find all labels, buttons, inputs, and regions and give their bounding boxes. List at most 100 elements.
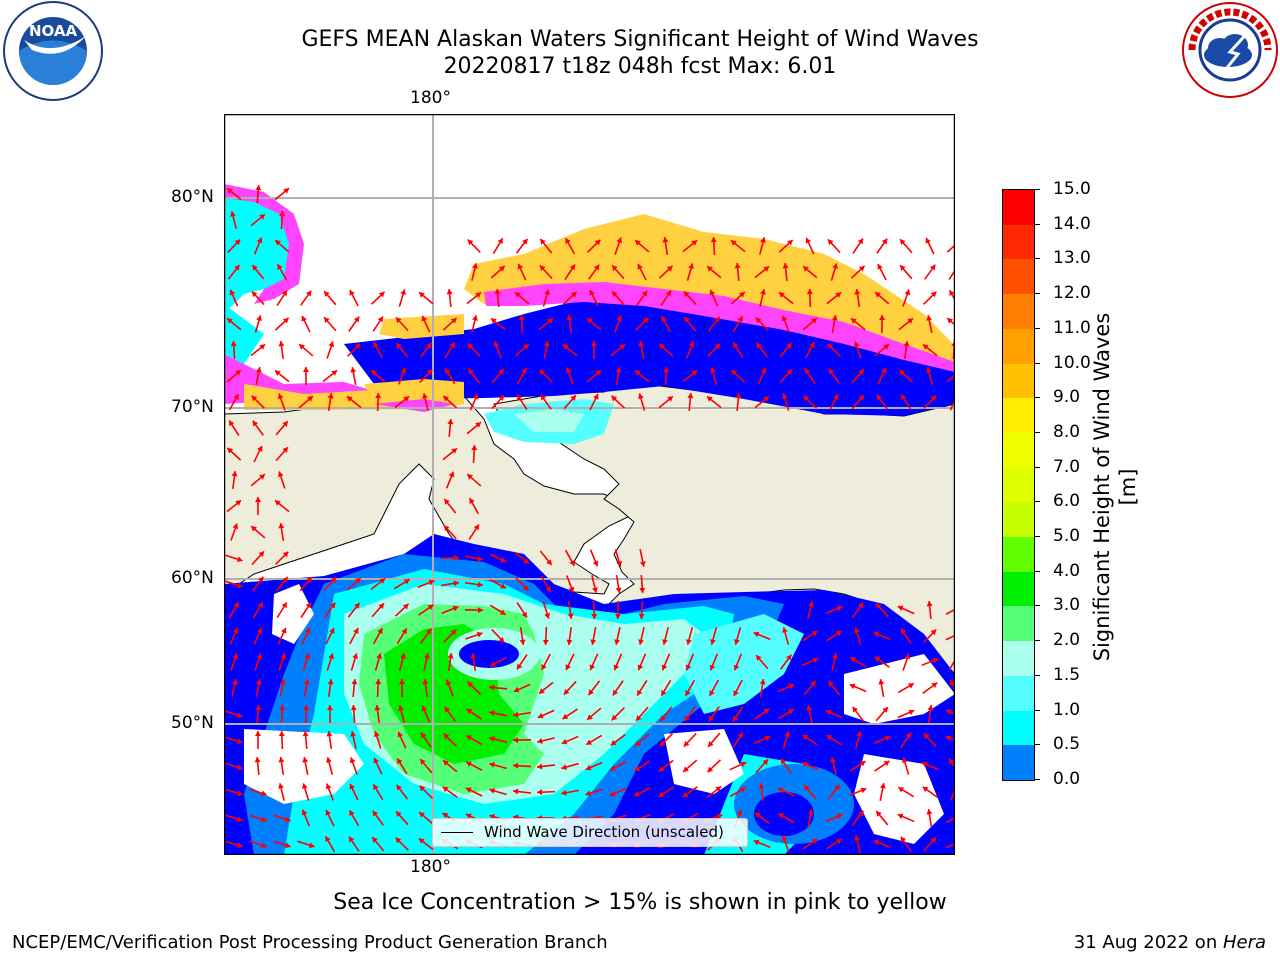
wave-direction-arrowhead (836, 605, 843, 612)
wave-direction-arrowhead (882, 707, 888, 713)
wave-direction-arrowhead (634, 791, 640, 797)
colorbar-tick-mark (1034, 709, 1040, 711)
wave-direction-arrowhead (806, 705, 813, 711)
wave-direction-arrowhead (756, 342, 762, 349)
wave-direction-arrowhead (638, 341, 645, 347)
wave-direction-arrowhead (883, 344, 889, 350)
wave-direction-arrowhead (476, 631, 483, 638)
colorbar-tick-label: 5.0 (1053, 526, 1081, 547)
wave-direction-arrowhead (446, 289, 453, 295)
wave-direction-arrowhead (710, 367, 716, 373)
wave-direction-arrowhead (466, 735, 473, 741)
wave-direction-arrowhead (787, 709, 794, 715)
wave-direction-arrowhead (859, 761, 866, 767)
colorbar-segment (1003, 675, 1034, 712)
wave-direction-arrowhead (860, 787, 867, 794)
wave-direction-arrowhead (565, 367, 572, 374)
wave-direction-arrowhead (562, 713, 569, 719)
wave-direction-arrowhead (398, 705, 404, 711)
wave-direction-arrowhead (828, 680, 834, 687)
wave-direction-arrowhead (733, 342, 739, 349)
wave-direction-arrowhead (236, 556, 243, 563)
wave-direction-arrowhead (785, 654, 792, 661)
wave-direction-arrowhead (876, 394, 883, 401)
wave-direction-arrowhead (421, 705, 428, 712)
wave-direction-arrowhead (521, 611, 527, 618)
wave-direction-arrowhead (475, 422, 481, 428)
wave-direction-arrowhead (517, 394, 523, 401)
wave-direction-arrowhead (379, 578, 386, 584)
wave-direction-arrowhead (540, 394, 547, 401)
wave-direction-arrowhead (561, 789, 567, 796)
wave-direction-arrowhead (806, 289, 813, 295)
wave-direction-arrowhead (443, 395, 450, 402)
lon-label-bottom: 180° (410, 857, 451, 877)
legend-line-swatch (441, 832, 473, 833)
wave-direction-arrowhead (615, 367, 622, 373)
wave-direction-arrowhead (256, 315, 262, 321)
wave-direction-arrowhead (825, 709, 832, 716)
wave-direction-arrowhead (637, 263, 643, 270)
wave-direction-arrowhead (754, 812, 761, 819)
plot-title: GEFS MEAN Alaskan Waters Significant Hei… (301, 27, 979, 52)
wave-direction-arrowhead (587, 714, 593, 720)
wave-direction-arrowhead (756, 655, 762, 661)
wave-direction-arrowhead (277, 264, 283, 270)
colorbar-tick-label: 3.0 (1053, 595, 1081, 616)
wave-direction-arrowhead (539, 688, 545, 694)
wave-direction-arrowhead (537, 712, 544, 719)
wave-direction-arrowhead (735, 393, 742, 399)
wave-direction-arrowhead (852, 706, 859, 713)
wave-direction-arrowhead (284, 842, 291, 849)
colorbar-tick-label: 15.0 (1053, 179, 1091, 199)
wave-direction-arrowhead (881, 238, 888, 245)
wave-direction-arrowhead (731, 369, 738, 376)
wave-direction-arrowhead (282, 317, 289, 324)
colorbar-tick-mark (1034, 536, 1040, 538)
wave-direction-arrowhead (707, 266, 713, 272)
wave-direction-arrowhead (236, 816, 243, 823)
wave-direction-arrowhead (683, 766, 689, 772)
wave-direction-arrowhead (659, 344, 665, 350)
colorbar-segment (1003, 363, 1034, 399)
colorbar-tick-label: 1.0 (1053, 699, 1081, 720)
wave-direction-arrowhead (426, 342, 432, 349)
colorbar-title: Significant Height of Wind Waves [m] (1090, 312, 1140, 662)
wave-direction-arrowhead (827, 239, 834, 246)
wave-direction-arrowhead (836, 813, 843, 820)
wave-direction-arrowhead (877, 263, 883, 270)
wave-direction-arrowhead (303, 705, 310, 711)
wave-direction-arrowhead (259, 214, 265, 220)
wave-direction-arrowhead (922, 786, 929, 793)
wave-direction-arrowhead (589, 289, 595, 296)
wave-direction-arrowhead (278, 523, 285, 529)
wave-direction-arrowhead (875, 603, 882, 610)
wave-direction-arrowhead (714, 316, 720, 323)
wave-direction-arrowhead (377, 628, 383, 634)
wave-direction-arrowhead (585, 764, 592, 771)
wave-direction-arrowhead (569, 264, 575, 271)
wave-direction-arrowhead (226, 188, 233, 194)
wave-direction-arrowhead (282, 551, 289, 558)
wave-direction-arrowhead (301, 783, 308, 790)
wave-direction-arrowhead (949, 679, 955, 686)
wave-direction-arrowhead (278, 757, 285, 763)
wave-direction-arrowhead (659, 740, 666, 747)
wave-direction-arrowhead (282, 576, 288, 583)
wave-direction-arrowhead (682, 791, 689, 798)
wave-direction-arrowhead (595, 370, 601, 376)
wave-direction-arrowhead (305, 602, 311, 609)
wave-direction-arrowhead (282, 447, 288, 453)
wave-direction-arrowhead (570, 291, 577, 298)
wave-direction-arrowhead (634, 370, 641, 376)
footer-credit: NCEP/EMC/Verification Post Processing Pr… (12, 932, 608, 953)
wave-direction-arrowhead (232, 653, 239, 660)
wave-direction-arrowhead (740, 761, 747, 768)
wave-direction-arrowhead (451, 448, 457, 454)
wave-direction-arrowhead (523, 558, 529, 564)
wave-direction-arrowhead (331, 370, 338, 376)
wave-direction-arrowhead (515, 292, 521, 298)
wave-direction-arrowhead (781, 835, 788, 842)
wave-direction-arrowhead (781, 315, 788, 322)
colorbar-tick-mark (1034, 258, 1040, 260)
